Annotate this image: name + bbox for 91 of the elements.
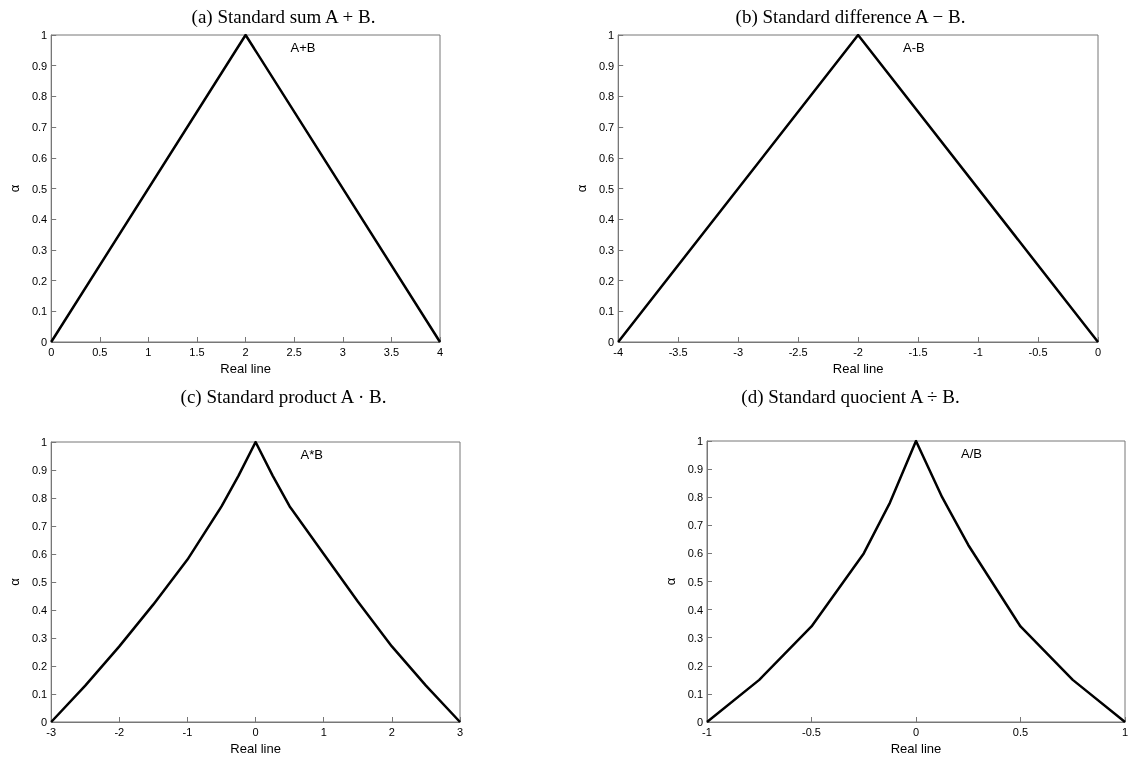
line-series <box>705 439 1127 724</box>
series-label: A-B <box>903 39 925 55</box>
y-tick-label: 0.8 <box>31 492 48 504</box>
x-tick-label: -3 <box>46 725 57 738</box>
chart-title: (a) Standard sum A + B. <box>191 6 376 28</box>
x-tick-label: -2 <box>853 345 863 358</box>
x-tick-label: -4 <box>613 345 624 358</box>
y-tick-label: 1 <box>696 435 703 447</box>
y-tick-label: 0.1 <box>687 687 703 700</box>
y-axis-title: α <box>662 577 678 586</box>
y-tick-label: 0.1 <box>31 305 48 318</box>
x-tick-label: 2 <box>388 725 395 738</box>
y-tick-label: 0.5 <box>687 575 703 588</box>
y-tick-label: 0.9 <box>687 463 703 476</box>
x-tick-label: -1 <box>182 725 193 738</box>
y-tick-label: 0 <box>608 336 615 348</box>
x-tick-label: 1 <box>145 345 152 358</box>
y-tick-label: 1 <box>41 29 48 41</box>
y-tick-label: 0.9 <box>31 59 48 72</box>
y-tick-label: 0.2 <box>31 660 48 672</box>
y-tick-label: 0.3 <box>31 243 48 256</box>
y-tick-label: 0.1 <box>598 305 615 318</box>
y-tick-label: 0.9 <box>598 59 615 72</box>
y-tick-label: 0.9 <box>31 464 48 476</box>
chart-title: (c) Standard product A · B. <box>180 386 387 408</box>
y-tick-label: 0.6 <box>687 547 703 560</box>
y-tick-label: 0.4 <box>598 213 615 226</box>
y-tick-label: 0.7 <box>31 121 48 134</box>
x-tick-label: 1 <box>320 725 327 738</box>
y-tick-label: 1 <box>41 436 48 448</box>
text: A*B <box>300 446 323 462</box>
x-tick-label: -3 <box>733 345 744 358</box>
y-tick-label: 0.8 <box>687 491 703 504</box>
y-tick-label: 0.2 <box>687 659 703 672</box>
y-tick-label: 0.8 <box>598 90 615 103</box>
x-tick-label: -2.5 <box>788 345 808 358</box>
y-tick-label: 0.2 <box>598 274 615 287</box>
x-tick-label: 1 <box>1121 725 1129 738</box>
y-tick-label: 0.4 <box>31 213 48 226</box>
x-tick-label: -0.5 <box>802 725 821 738</box>
x-tick-label: 2 <box>242 345 249 358</box>
y-tick-label: 1 <box>608 29 615 41</box>
x-tick-label: 1.5 <box>189 345 205 358</box>
x-tick-label: 3 <box>339 345 346 358</box>
x-axis-title: Real line <box>220 361 271 376</box>
x-tick-label: -0.5 <box>1028 345 1048 358</box>
y-tick-label: 0.1 <box>31 688 48 700</box>
y-tick-label: 0.2 <box>31 274 48 287</box>
x-tick-label: -1 <box>702 725 712 738</box>
y-tick-label: 0.3 <box>687 631 703 644</box>
x-tick-label: -1 <box>973 345 983 358</box>
y-tick-label: 0.6 <box>31 151 48 164</box>
x-tick-label: 3 <box>456 725 464 738</box>
y-tick-label: 0.7 <box>598 121 615 134</box>
x-tick-label: 4 <box>436 345 444 358</box>
x-tick-label: -2 <box>114 725 125 738</box>
y-tick-label: 0.5 <box>31 182 48 195</box>
chart-title: (d) Standard quocient A ÷ B. <box>741 386 960 408</box>
x-tick-label: 3.5 <box>383 345 400 358</box>
x-tick-label: 0 <box>252 725 259 738</box>
y-tick-label: 0.3 <box>598 243 615 256</box>
y-tick-label: 0.6 <box>598 151 615 164</box>
y-tick-label: 0.7 <box>31 520 48 532</box>
x-tick-label: -3.5 <box>668 345 688 358</box>
x-axis-title: Real line <box>230 741 281 756</box>
y-tick-label: 0.3 <box>31 632 48 644</box>
y-axis-title: α <box>7 184 22 193</box>
x-tick-label: 0.5 <box>92 345 108 358</box>
y-tick-label: 0 <box>41 336 48 348</box>
x-axis-title: Real line <box>832 361 884 376</box>
y-tick-label: 0.4 <box>31 604 48 616</box>
text: A/B <box>961 445 982 461</box>
y-tick-label: 0.8 <box>31 90 48 103</box>
y-tick-label: 0 <box>41 716 48 728</box>
y-tick-label: 0.5 <box>598 182 615 195</box>
x-tick-label: 0 <box>1094 345 1102 358</box>
x-axis-title: Real line <box>890 741 942 756</box>
x-tick-label: -1.5 <box>908 345 928 358</box>
y-axis-title: α <box>574 184 589 193</box>
y-tick-label: 0.7 <box>687 519 703 532</box>
y-tick-label: 0.5 <box>31 576 48 588</box>
x-tick-label: 0.5 <box>1012 725 1029 738</box>
x-tick-label: 0 <box>912 725 920 738</box>
y-tick-label: 0 <box>696 716 703 728</box>
y-tick-label: 0.6 <box>31 548 48 560</box>
line-series <box>49 440 462 724</box>
y-axis-title: α <box>7 577 22 586</box>
y-tick-label: 0.4 <box>687 603 703 616</box>
chart-title: (b) Standard difference A − B. <box>735 6 966 28</box>
text: A+B <box>290 39 316 55</box>
x-tick-label: 2.5 <box>286 345 302 358</box>
